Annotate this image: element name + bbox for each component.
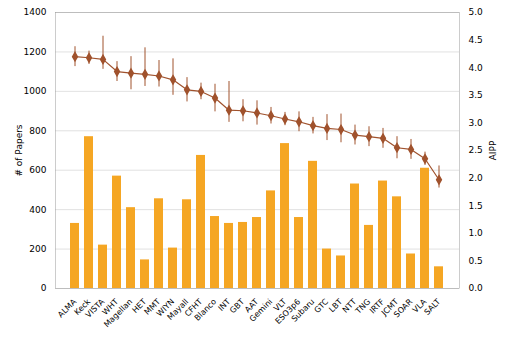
svg-text:5.0: 5.0 bbox=[469, 7, 484, 17]
svg-text:# of Papers: # of Papers bbox=[14, 124, 24, 176]
svg-text:SOAR: SOAR bbox=[392, 297, 415, 320]
svg-text:AIPP: AIPP bbox=[488, 140, 498, 160]
svg-text:ALMA: ALMA bbox=[56, 297, 79, 320]
svg-text:VISTA: VISTA bbox=[83, 297, 107, 320]
svg-text:0: 0 bbox=[41, 283, 47, 293]
svg-text:HET: HET bbox=[130, 297, 149, 315]
svg-text:SALT: SALT bbox=[422, 297, 442, 317]
svg-text:0.5: 0.5 bbox=[469, 256, 483, 266]
svg-text:GBT: GBT bbox=[228, 297, 247, 316]
svg-text:VLA: VLA bbox=[410, 297, 429, 315]
svg-text:Gemini: Gemini bbox=[248, 297, 274, 323]
svg-text:0.0: 0.0 bbox=[469, 283, 484, 293]
svg-text:AAT: AAT bbox=[242, 297, 261, 315]
svg-text:4.0: 4.0 bbox=[469, 63, 484, 73]
svg-text:GTC: GTC bbox=[312, 297, 331, 315]
svg-text:Blanco: Blanco bbox=[193, 297, 219, 323]
svg-text:1000: 1000 bbox=[24, 86, 47, 96]
svg-text:200: 200 bbox=[29, 244, 46, 254]
svg-text:ESO3p6: ESO3p6 bbox=[273, 297, 303, 326]
svg-text:3.5: 3.5 bbox=[469, 90, 483, 100]
svg-text:WHT: WHT bbox=[100, 297, 121, 317]
svg-text:Keck: Keck bbox=[72, 297, 93, 317]
svg-text:800: 800 bbox=[29, 126, 46, 136]
svg-text:4.5: 4.5 bbox=[469, 35, 483, 45]
svg-text:Mayall: Mayall bbox=[165, 297, 191, 322]
svg-text:3.0: 3.0 bbox=[469, 118, 484, 128]
svg-text:CFHT: CFHT bbox=[182, 297, 205, 319]
svg-text:2.0: 2.0 bbox=[469, 173, 484, 183]
svg-text:IRTF: IRTF bbox=[368, 297, 387, 316]
svg-text:LBT: LBT bbox=[327, 297, 344, 314]
svg-text:Magellan: Magellan bbox=[102, 297, 134, 329]
svg-text:WIYN: WIYN bbox=[154, 297, 177, 319]
svg-text:1.0: 1.0 bbox=[469, 228, 484, 238]
svg-text:NTT: NTT bbox=[340, 297, 359, 315]
svg-text:JCMT: JCMT bbox=[379, 297, 401, 318]
svg-text:Subaru: Subaru bbox=[290, 297, 317, 324]
svg-text:400: 400 bbox=[29, 205, 46, 215]
svg-text:INT: INT bbox=[216, 297, 233, 313]
svg-text:MMT: MMT bbox=[142, 297, 163, 317]
svg-text:1400: 1400 bbox=[24, 7, 47, 17]
svg-text:1.5: 1.5 bbox=[469, 201, 483, 211]
svg-text:1200: 1200 bbox=[24, 47, 47, 57]
svg-text:600: 600 bbox=[29, 165, 46, 175]
svg-text:2.5: 2.5 bbox=[469, 145, 483, 155]
svg-text:TNG: TNG bbox=[353, 297, 373, 316]
svg-text:VLT: VLT bbox=[272, 297, 289, 314]
